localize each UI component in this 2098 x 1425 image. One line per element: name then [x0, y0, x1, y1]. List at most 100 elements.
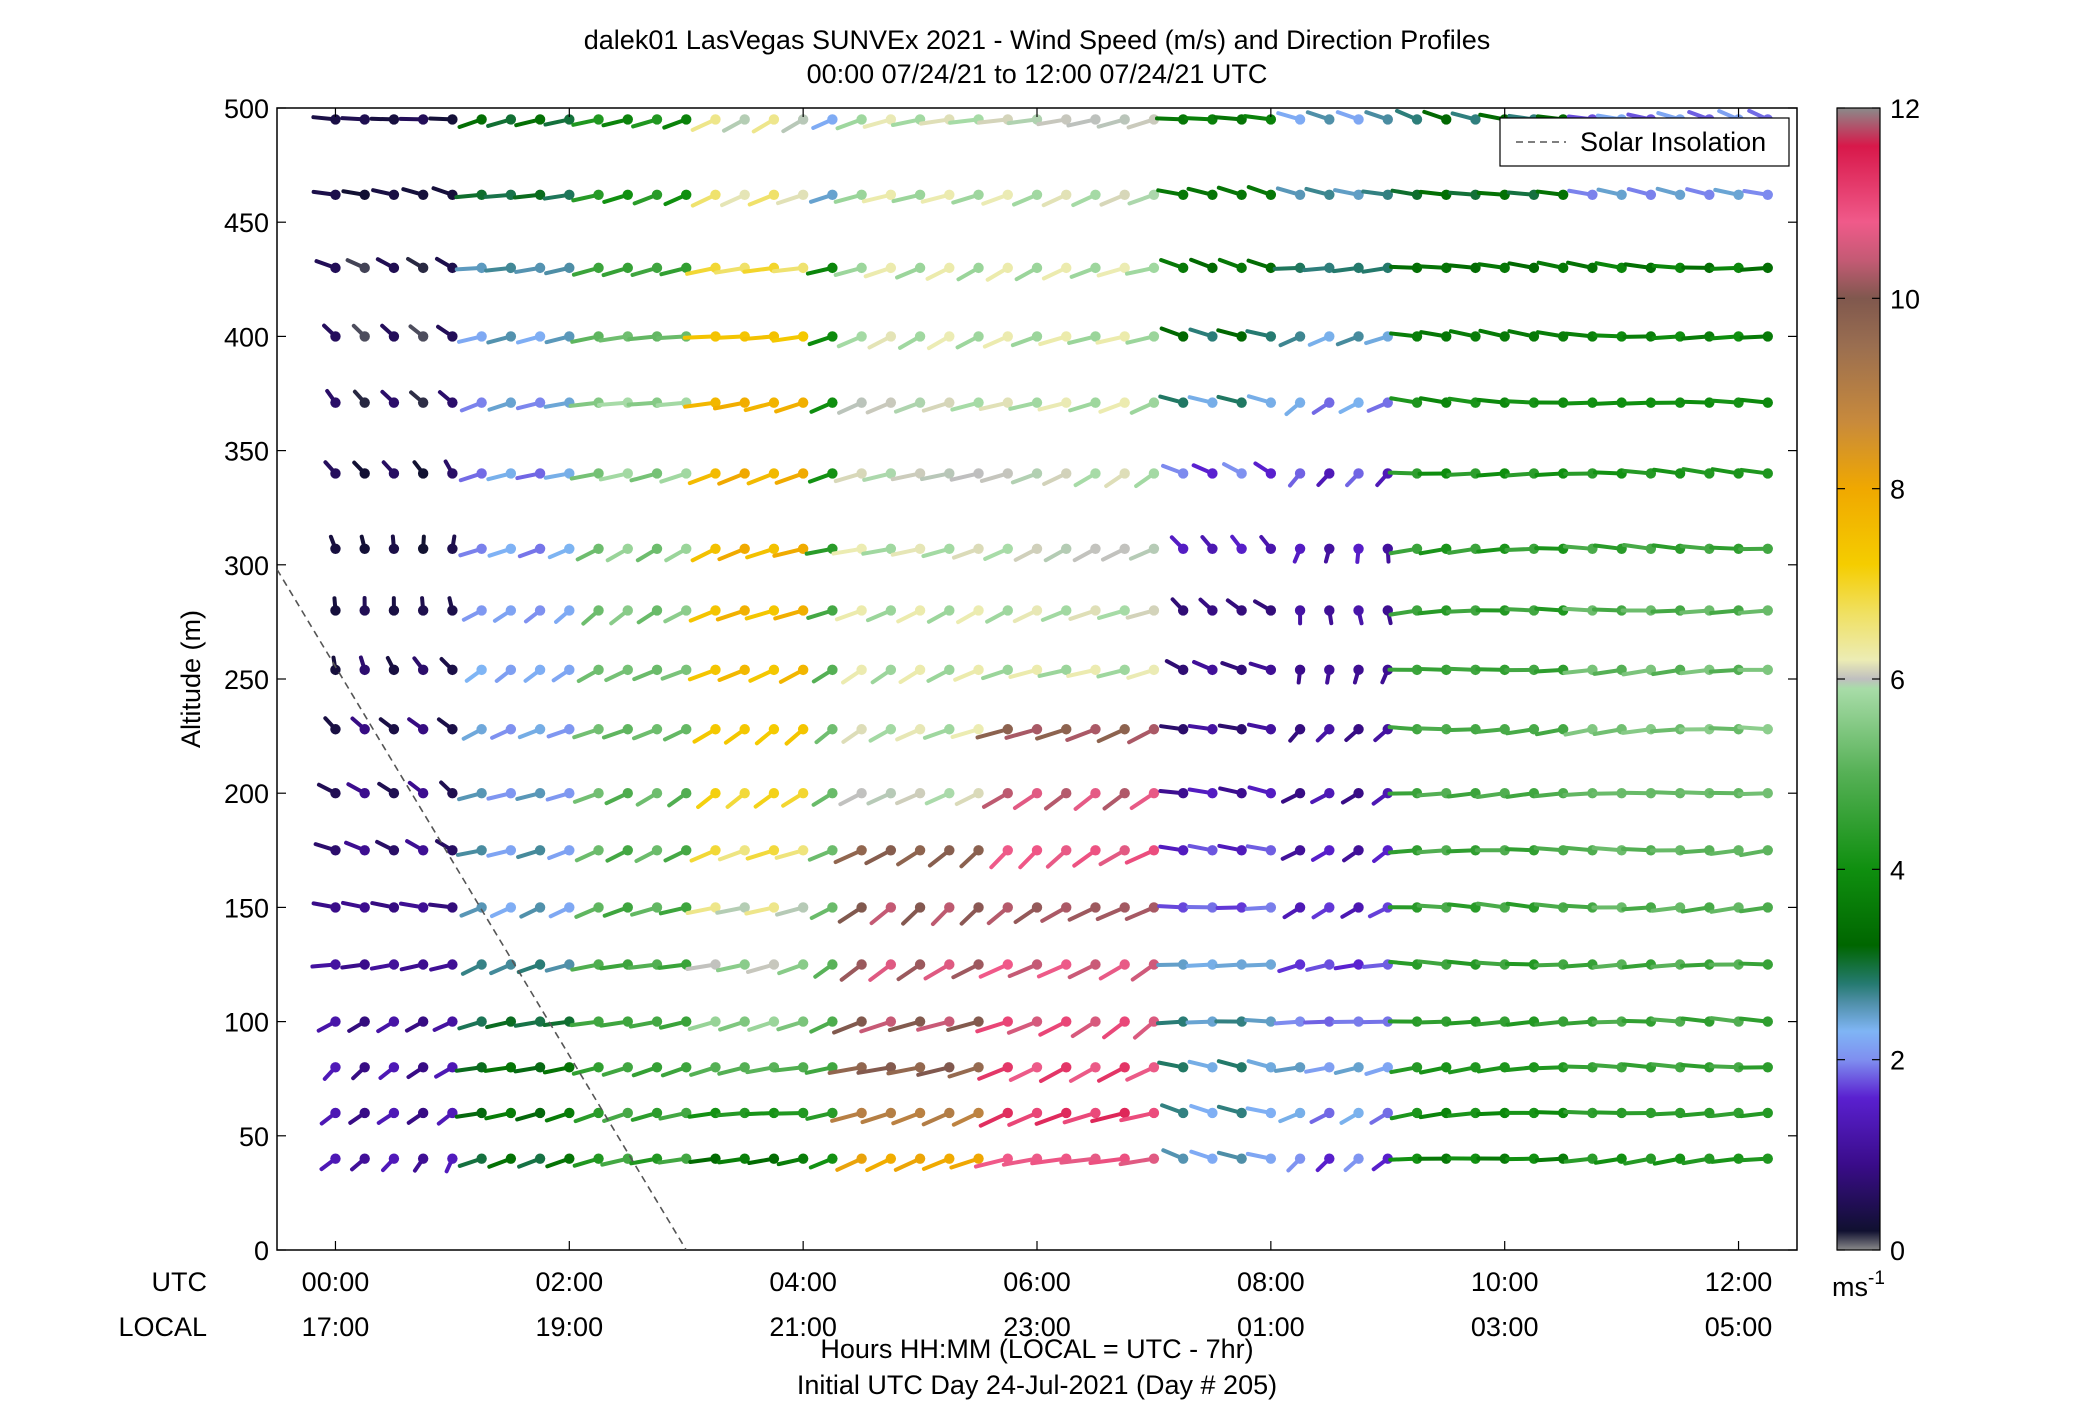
- y-tick-label: 50: [239, 1122, 269, 1152]
- wind-barb-dot: [973, 543, 984, 555]
- wind-barb-dot: [1616, 1153, 1627, 1164]
- wind-barb-dot: [476, 664, 487, 676]
- wind-barb-dot: [944, 262, 955, 274]
- wind-barb-dot: [447, 397, 458, 408]
- wind-barb-dot: [1031, 468, 1043, 479]
- wind-barb-dot: [330, 1153, 341, 1164]
- wind-barb-dot: [1177, 189, 1189, 200]
- wind-barb-dot: [622, 845, 633, 856]
- wind-barb-dot: [856, 902, 867, 913]
- wind-barb-dot: [1324, 1062, 1335, 1073]
- legend-box: [1499, 117, 1790, 167]
- wind-barb-dot: [359, 1062, 370, 1073]
- wind-barb-dot: [651, 902, 663, 913]
- wind-barb-dot: [330, 788, 341, 799]
- wind-barb-dot: [622, 114, 633, 125]
- wind-barb-dot: [564, 543, 575, 555]
- wind-barb-dot: [944, 788, 955, 799]
- wind-barb-dot: [622, 605, 633, 616]
- wind-barb-dot: [388, 788, 400, 799]
- wind-barb-dot: [564, 1062, 575, 1073]
- wind-barb-dot: [797, 788, 809, 799]
- wind-barb-dot: [476, 331, 487, 342]
- wind-barb-dot: [1061, 664, 1072, 676]
- wind-barb-dot: [1762, 845, 1773, 856]
- wind-barb-dot: [944, 468, 955, 479]
- wind-barb-dot: [1762, 331, 1773, 342]
- wind-barb-dot: [359, 664, 370, 676]
- wind-barb-dot: [417, 902, 429, 913]
- wind-barb-dot: [534, 543, 546, 555]
- wind-barb-dot: [885, 1062, 897, 1073]
- colorbar-unit-superscript: -1: [1868, 1268, 1885, 1289]
- x-tick-label-utc: 10:00: [1471, 1267, 1539, 1297]
- wind-barb-dot: [973, 1107, 984, 1119]
- wind-barb-stem: [1090, 1110, 1127, 1124]
- wind-barb-dot: [1090, 397, 1101, 408]
- wind-barb-dot: [417, 543, 429, 555]
- wind-barb-dot: [1177, 959, 1189, 970]
- wind-barb-dot: [1002, 1016, 1013, 1027]
- wind-barb-dot: [739, 397, 750, 408]
- wind-barb-dot: [1177, 543, 1189, 555]
- colorbar-tick-label: 4: [1890, 855, 1905, 885]
- wind-barb-dot: [534, 189, 546, 200]
- wind-barb-dot: [1762, 262, 1773, 274]
- x-tick-label-utc: 12:00: [1705, 1267, 1773, 1297]
- wind-barb-dot: [1411, 1153, 1423, 1164]
- wind-barb-dot: [1674, 189, 1686, 200]
- wind-barb-dot: [359, 724, 370, 735]
- wind-barb-dot: [1704, 189, 1715, 200]
- wind-barb-dot: [447, 114, 458, 125]
- wind-barb-dot: [944, 845, 955, 856]
- wind-barb-dot: [797, 959, 809, 970]
- wind-barb-dot: [1411, 114, 1423, 125]
- wind-barb-dot: [768, 114, 780, 125]
- wind-barb-dot: [1294, 1016, 1306, 1027]
- wind-barb-dot: [388, 1107, 400, 1119]
- wind-barb-dot: [1177, 664, 1189, 676]
- wind-barb-dot: [505, 605, 517, 616]
- wind-barb-dot: [651, 114, 663, 125]
- wind-barb-dot: [388, 397, 400, 408]
- wind-barb-dot: [768, 724, 780, 735]
- wind-barb-dot: [505, 397, 517, 408]
- wind-barb-dot: [1236, 262, 1247, 274]
- wind-barb-dot: [1441, 1062, 1452, 1073]
- wind-barb-dot: [1177, 605, 1189, 616]
- wind-barb-dot: [359, 1016, 370, 1027]
- wind-barb-dot: [1031, 1107, 1043, 1119]
- wind-barb-dot: [1148, 1107, 1160, 1119]
- wind-barb-dot: [885, 902, 897, 913]
- wind-barb-dot: [1674, 262, 1686, 274]
- wind-barb-dot: [856, 331, 867, 342]
- x-row-label-local: LOCAL: [118, 1312, 207, 1342]
- wind-barb-dot: [1324, 605, 1335, 616]
- wind-barb-dot: [1177, 331, 1189, 342]
- wind-barb-dot: [330, 189, 341, 200]
- wind-barb-dot: [1411, 543, 1423, 555]
- wind-barb-stem: [1030, 1156, 1069, 1166]
- wind-barb-dot: [476, 1107, 487, 1119]
- wind-barb-stem: [1119, 1110, 1156, 1123]
- wind-barb-dot: [739, 1062, 750, 1073]
- legend-entry-solar: Solar Insolation: [1580, 127, 1766, 157]
- wind-barb-dot: [505, 262, 517, 274]
- wind-barb-dot: [1762, 664, 1773, 676]
- wind-barb-dot: [1031, 788, 1043, 799]
- wind-barb-stem: [856, 1065, 893, 1075]
- wind-barb-dot: [1061, 189, 1072, 200]
- wind-barb-dot: [1528, 262, 1540, 274]
- wind-barb-dot: [797, 114, 809, 125]
- wind-barb-dot: [593, 1153, 604, 1164]
- wind-barb-dot: [1090, 331, 1101, 342]
- wind-barb-dot: [1090, 1107, 1101, 1119]
- legend: Solar Insolation: [1499, 117, 1790, 167]
- wind-barb-dot: [681, 902, 692, 913]
- wind-barb-dot: [1265, 664, 1277, 676]
- wind-barb-dot: [797, 845, 809, 856]
- wind-barb-dot: [1090, 189, 1101, 200]
- wind-barb-dot: [1002, 605, 1013, 616]
- wind-barb-dot: [1207, 331, 1218, 342]
- wind-barb-dot: [681, 605, 692, 616]
